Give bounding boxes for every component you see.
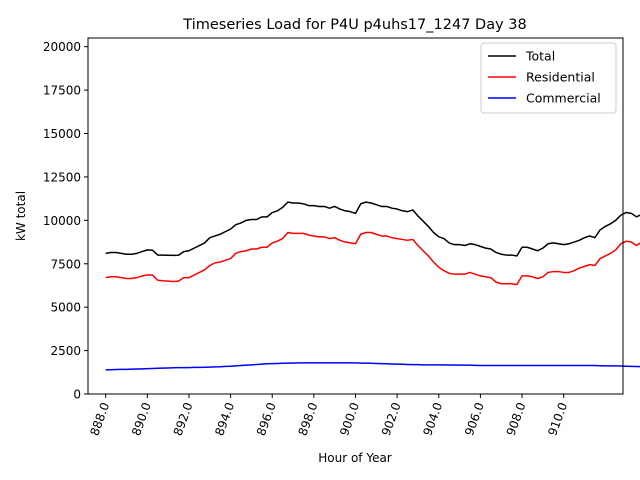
x-axis-label: Hour of Year	[318, 451, 392, 465]
legend-label-residential: Residential	[526, 70, 595, 85]
y-tick-label: 7500	[50, 257, 81, 271]
y-tick-label: 15000	[43, 127, 81, 141]
plot-frame	[87, 37, 624, 395]
series-line-commercial	[105, 362, 640, 371]
y-axis-label: kW total	[14, 191, 28, 241]
y-tick-label: 2500	[50, 344, 81, 358]
legend-label-commercial: Commercial	[526, 91, 601, 106]
legend-label-total: Total	[525, 49, 555, 64]
y-tick-label: 10000	[43, 214, 81, 228]
y-tick-label: 17500	[43, 84, 81, 98]
legend-frame	[480, 42, 617, 114]
series-line-total	[105, 201, 640, 257]
y-axis: 0 2500 5000 7500 10000 12500 15000 17500 20000	[43, 40, 88, 402]
legend: Total Residential Commercial	[480, 42, 617, 114]
y-tick-label: 12500	[43, 170, 81, 184]
y-tick-label: 5000	[50, 301, 81, 315]
y-tick-label: 0	[73, 388, 81, 402]
y-tick-label: 20000	[43, 40, 81, 54]
series-line-residential	[105, 231, 640, 286]
chart-title: Timeseries Load for P4U p4uhs17_1247 Day…	[182, 17, 526, 33]
series-lines	[105, 201, 640, 371]
